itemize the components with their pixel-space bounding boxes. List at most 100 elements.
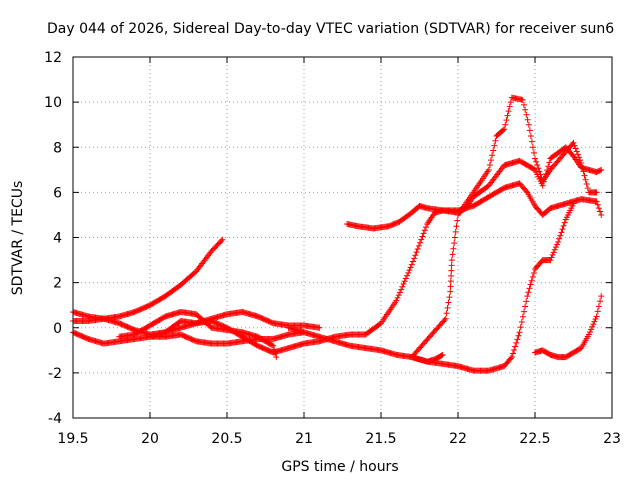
data-point [417,239,424,246]
data-point [588,326,595,333]
grid [73,57,612,418]
data-point [400,281,407,288]
data-point [520,101,527,108]
data-point [515,332,522,339]
data-point [451,234,458,241]
data-point [505,108,512,115]
data-point [530,149,537,156]
data-point [444,304,451,311]
data-point [551,246,558,253]
data-point [507,99,514,106]
data-point [447,278,454,285]
data-point [486,161,493,168]
y-tick-label: -4 [48,411,62,427]
data-point [523,111,530,118]
data-point [559,226,566,233]
data-point [519,96,526,103]
y-tick-label: 6 [53,185,62,201]
x-tick-label: 20.5 [211,431,242,447]
data-point [571,142,578,149]
data-point [535,165,542,172]
data-point [534,161,541,168]
data-point [269,342,276,349]
data-point [590,321,597,328]
chart-title: Day 044 of 2026, Sidereal Day-to-day VTE… [47,21,614,37]
data-point [597,167,604,174]
series-sat-d [116,308,280,361]
data-point [573,148,580,155]
data-point [395,292,402,299]
series-layer [70,94,605,374]
data-point [581,172,588,179]
x-tick-label: 21.5 [365,431,396,447]
data-point [273,354,280,361]
data-point [529,273,536,280]
data-point [548,254,555,261]
series-sat-f [285,200,577,374]
y-tick-label: 2 [53,276,62,292]
data-point [532,155,538,162]
data-point [453,223,460,230]
data-point [572,145,579,152]
data-point [404,272,411,279]
data-point [593,189,600,196]
tick-labels: 19.5 20 20.5 21 21.5 22 22.5 23 -4 -2 0 2 4 6 8 10 12 [44,50,621,447]
data-point [507,355,514,362]
data-point [560,222,567,229]
data-point [524,116,531,123]
data-point [415,242,422,249]
data-point [595,303,602,310]
data-point [492,137,499,144]
data-point [451,240,458,247]
data-point [510,350,516,357]
series-sat-e [147,144,605,356]
data-point [450,245,457,252]
data-point [585,331,592,338]
data-point [447,283,454,290]
data-point [489,152,496,159]
data-point [554,241,560,248]
data-point [503,117,510,124]
data-point [557,232,564,239]
data-point [556,235,563,242]
data-point [442,315,449,322]
data-point [518,318,525,325]
data-point [561,219,568,226]
data-point [525,289,532,296]
data-point [576,154,582,161]
data-point [441,317,448,324]
data-point [414,245,421,252]
data-point [523,188,530,195]
data-point [490,147,497,154]
series-sat-a [70,236,226,322]
data-point [546,159,553,166]
data-point [500,127,507,134]
y-tick-label: 4 [53,231,62,247]
y-axis-label: SDTVAR / TECUs [10,181,26,296]
data-point [593,198,600,205]
data-point [454,217,461,224]
data-point [598,293,605,300]
data-point [527,281,534,288]
data-point [524,293,531,300]
data-point [547,257,554,264]
data-point [527,132,534,139]
data-point [443,310,450,317]
x-tick-label: 19.5 [57,431,88,447]
x-tick-label: 21 [295,431,313,447]
data-point [445,299,452,306]
data-point [594,308,601,315]
series-sat-h [408,94,600,365]
data-point [522,303,529,310]
data-point [398,286,405,293]
data-point [514,336,521,343]
data-point [448,272,455,279]
data-point [411,255,418,262]
x-tick-label: 22.5 [519,431,550,447]
data-point [413,249,420,256]
data-point [396,289,403,296]
data-point [587,328,593,335]
data-point [491,142,498,149]
data-point [405,269,412,276]
data-point [407,264,414,271]
